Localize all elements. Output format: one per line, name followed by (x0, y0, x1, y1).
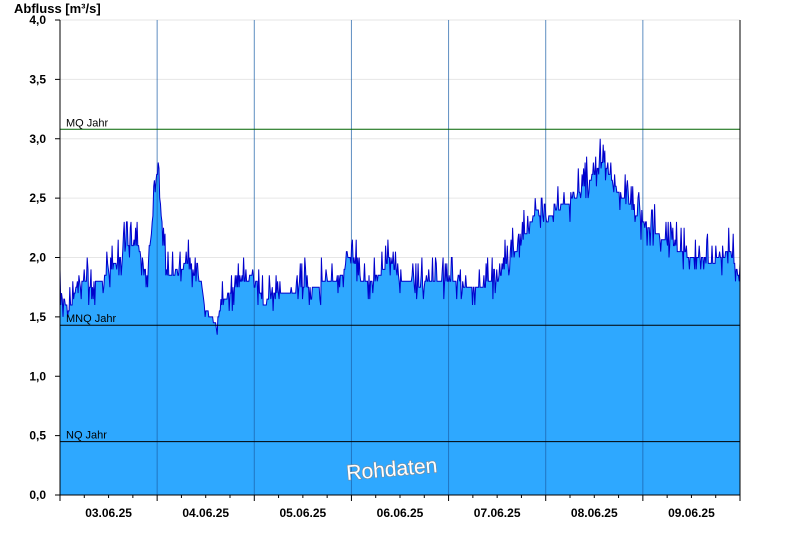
reference-label-mnq-jahr: MNQ Jahr (66, 313, 116, 325)
y-tick-label: 3,0 (29, 132, 46, 146)
discharge-area (60, 138, 740, 496)
y-tick-label: 2,0 (29, 251, 46, 265)
y-tick-label: 0,5 (29, 429, 46, 443)
x-tick-label: 08.06.25 (571, 506, 618, 520)
x-tick-label: 05.06.25 (279, 506, 326, 520)
y-tick-label: 0,0 (29, 488, 46, 502)
y-tick-label: 1,5 (29, 310, 46, 324)
reference-label-mq-jahr: MQ Jahr (66, 117, 109, 129)
x-tick-label: 06.06.25 (377, 506, 424, 520)
y-tick-label: 3,5 (29, 72, 46, 86)
x-tick-label: 03.06.25 (85, 506, 132, 520)
y-tick-label: 4,0 (29, 13, 46, 27)
discharge-line (59, 138, 741, 335)
y-tick-label: 2,5 (29, 191, 46, 205)
x-tick-label: 04.06.25 (182, 506, 229, 520)
x-tick-label: 07.06.25 (474, 506, 521, 520)
x-tick-label: 09.06.25 (668, 506, 715, 520)
reference-label-nq-jahr: NQ Jahr (66, 430, 107, 442)
y-tick-label: 1,0 (29, 369, 46, 383)
y-axis-title: Abfluss [m³/s] (14, 1, 101, 16)
